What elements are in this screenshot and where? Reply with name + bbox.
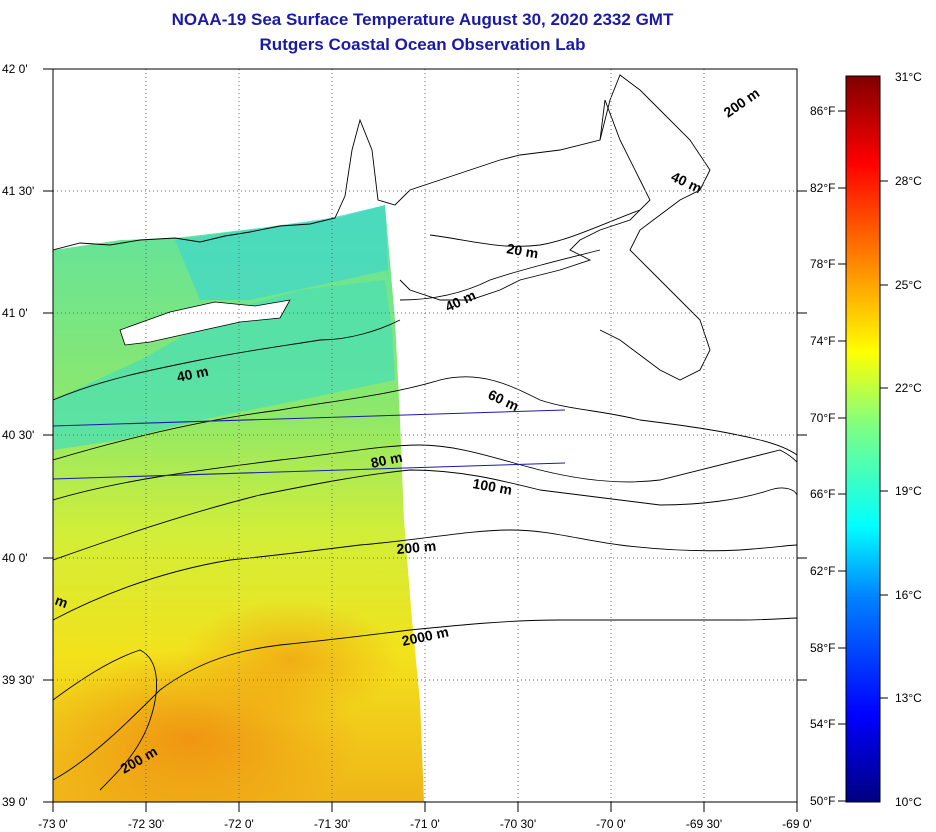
contour-60m — [53, 376, 797, 461]
fahrenheit-label: 50°F — [810, 794, 835, 808]
latitude-labels: 42 0' 41 30' 41 0' 40 30' 40 0' 39 30' 3… — [2, 62, 34, 809]
lon-label: -70 30' — [500, 817, 536, 831]
colorbar-gradient — [845, 75, 881, 803]
celsius-label: 19°C — [895, 484, 922, 498]
lon-label: -73 0' — [38, 817, 68, 831]
celsius-label: 16°C — [895, 588, 922, 602]
lon-label: -72 0' — [224, 817, 254, 831]
lat-label: 42 0' — [2, 62, 28, 76]
fahrenheit-label: 54°F — [810, 717, 835, 731]
contour-40m-shelf — [53, 319, 401, 401]
contour-label: 60 m — [486, 386, 522, 414]
bathymetry-contours — [53, 209, 797, 791]
fahrenheit-label: 70°F — [810, 411, 835, 425]
contour-200m-south — [53, 649, 158, 791]
cool-sound-water — [175, 205, 388, 300]
contour-label: 100 m — [471, 475, 513, 498]
fahrenheit-label: 58°F — [810, 641, 835, 655]
axis-ticks — [43, 68, 807, 812]
fahrenheit-label: 66°F — [810, 487, 835, 501]
fahrenheit-label: 62°F — [810, 564, 835, 578]
contour-label: 20 m — [505, 240, 539, 261]
track-line — [53, 409, 566, 427]
celsius-label: 25°C — [895, 278, 922, 292]
contour-label: 200 m — [396, 538, 437, 557]
contour-label: 40 m — [175, 363, 210, 385]
lon-label: -72 30' — [128, 817, 164, 831]
contour-80m — [53, 444, 797, 501]
lon-label: -69 30' — [686, 817, 722, 831]
lat-label: 39 0' — [2, 795, 28, 809]
cape-cod-coastline — [599, 74, 711, 381]
lon-label: -71 30' — [314, 817, 350, 831]
warm-water-patch — [180, 600, 400, 720]
lon-label: -70 0' — [596, 817, 626, 831]
map-title: NOAA-19 Sea Surface Temperature August 3… — [171, 10, 674, 29]
lat-label: 41 0' — [2, 306, 28, 320]
cool-coastal-water — [53, 280, 395, 450]
contour-2000m — [53, 617, 797, 781]
fahrenheit-label: 74°F — [810, 334, 835, 348]
celsius-label: 31°C — [895, 70, 922, 84]
lon-label: -69 0' — [782, 817, 812, 831]
contour-label: 80 m — [369, 449, 404, 471]
long-island-landmass — [119, 299, 291, 346]
lat-label: 40 0' — [2, 551, 28, 565]
contour-label: m — [53, 592, 70, 611]
temperature-colorbar: 86°F 82°F 78°F 74°F 70°F 66°F 62°F 58°F … — [810, 70, 922, 809]
lat-label: 39 30' — [2, 673, 34, 687]
lat-label: 40 30' — [2, 428, 34, 442]
celsius-label: 13°C — [895, 691, 922, 705]
celsius-label: 22°C — [895, 381, 922, 395]
celsius-label: 10°C — [895, 795, 922, 809]
contour-40m-north — [399, 249, 601, 301]
fahrenheit-label: 86°F — [810, 104, 835, 118]
fahrenheit-label: 78°F — [810, 257, 835, 271]
lon-label: -71 0' — [410, 817, 440, 831]
lat-label: 41 30' — [2, 184, 34, 198]
coastline — [53, 99, 651, 301]
track-line — [53, 462, 566, 480]
map-subtitle: Rutgers Coastal Ocean Observation Lab — [259, 35, 586, 54]
contour-20m — [429, 209, 641, 247]
contour-200m — [53, 529, 797, 621]
contour-100m — [53, 469, 797, 561]
fahrenheit-label: 82°F — [810, 181, 835, 195]
map-gridlines — [53, 69, 797, 802]
longitude-labels: -73 0' -72 30' -72 0' -71 30' -71 0' -70… — [38, 817, 812, 831]
celsius-label: 28°C — [895, 174, 922, 188]
